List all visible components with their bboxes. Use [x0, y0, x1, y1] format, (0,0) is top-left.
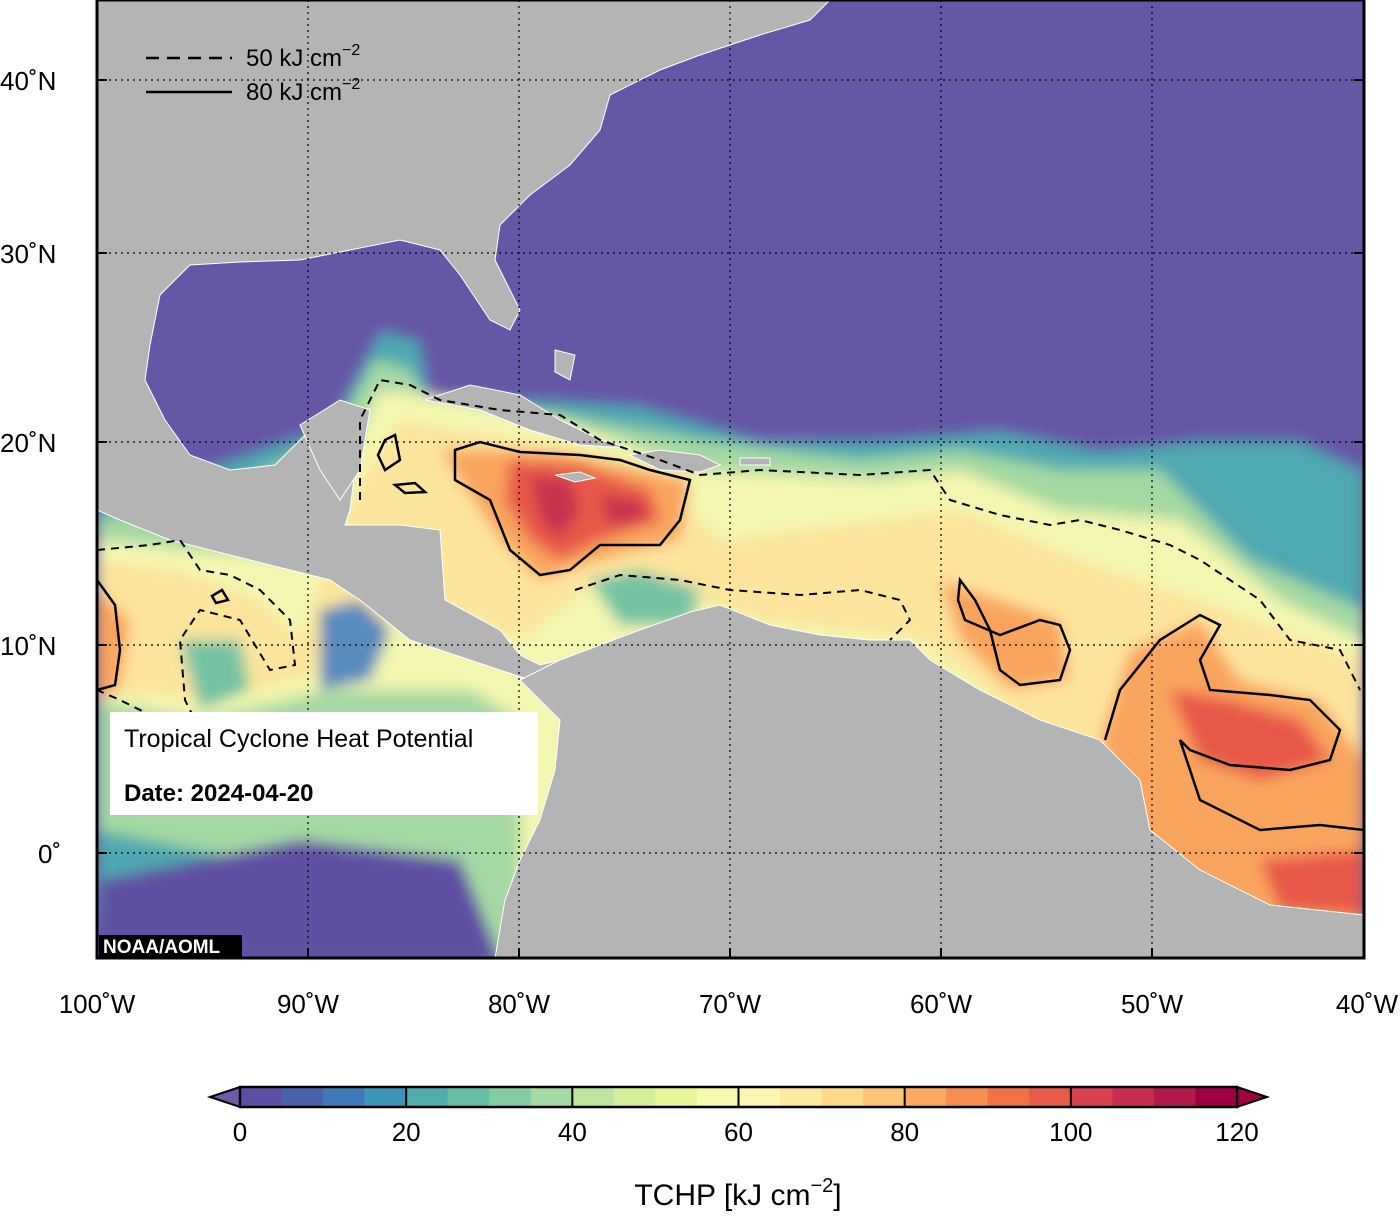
contour-50-south	[574, 573, 912, 641]
info-box-background	[110, 712, 538, 815]
info-box: Tropical Cyclone Heat Potential Date: 20…	[110, 712, 538, 815]
lon-tick-label: 40˚W	[1336, 989, 1399, 1019]
lon-tick-label: 60˚W	[910, 989, 973, 1019]
contour-80-atlantic-2	[1103, 613, 1364, 832]
info-box-title: Tropical Cyclone Heat Potential	[124, 725, 473, 753]
contour-80-caribbean	[453, 440, 692, 577]
lat-tick-label: 20˚N	[0, 428, 56, 458]
colorbar-swatch	[1112, 1087, 1155, 1107]
contour-80	[97, 433, 1364, 832]
tick-marks	[97, 79, 1364, 958]
contour-legend: 50 kJ cm−2 80 kJ cm−2	[146, 42, 360, 106]
legend-dashed-label: 50 kJ cm−2	[246, 42, 360, 72]
colorbar-tick-label: 0	[233, 1117, 247, 1147]
colorbar-swatch	[821, 1087, 864, 1107]
lat-tick-label: 40˚N	[0, 66, 56, 96]
colorbar-over-arrow	[1236, 1085, 1271, 1109]
colorbar-swatch	[240, 1087, 283, 1107]
field-pocket-cool-3	[97, 840, 500, 958]
colorbar-swatch	[281, 1087, 324, 1107]
credit-background	[99, 935, 242, 957]
contour-80-small-3	[210, 588, 230, 605]
colorbar-ticks: 0 20 40 60 80 100 120	[233, 1087, 1259, 1147]
land-jamaica	[554, 471, 597, 483]
colorbar-tick-label: 100	[1049, 1117, 1092, 1147]
lon-tick-label: 80˚W	[488, 989, 551, 1019]
field-pocket-cool-2	[180, 570, 700, 710]
colorbar-swatch	[780, 1087, 823, 1107]
land	[97, 0, 1364, 958]
lat-tick-label: 10˚N	[0, 631, 56, 661]
colorbar-swatch	[530, 1087, 573, 1107]
lat-tick-label: 30˚N	[0, 239, 56, 269]
land-south-america	[494, 604, 1364, 958]
colorbar-swatch	[447, 1087, 490, 1107]
contour-80-small-1	[376, 433, 402, 472]
contour-80-small-2	[391, 481, 429, 495]
credit-badge: NOAA/AOML	[99, 935, 242, 958]
lat-tick-labels: 40˚N 30˚N 20˚N 10˚N 0˚	[0, 66, 61, 869]
colorbar-under-arrow	[206, 1085, 241, 1109]
contour-80-atlantic-1	[956, 576, 1072, 687]
colorbar-tick-label: 120	[1215, 1117, 1258, 1147]
credit-text: NOAA/AOML	[103, 937, 221, 958]
colorbar-title: TCHP [kJ cm−2]	[634, 1175, 841, 1212]
colorbar-swatch	[613, 1087, 656, 1107]
land-puerto-rico	[739, 457, 771, 466]
colorbar-swatch	[1029, 1087, 1072, 1107]
colorbar-swatch	[364, 1087, 407, 1107]
legend-solid-label: 80 kJ cm−2	[246, 76, 360, 106]
field-band-deep-red	[530, 475, 650, 540]
colorbar: 0 20 40 60 80 100 120 TCHP [kJ cm−2]	[206, 1085, 1271, 1212]
colorbar-swatch	[1070, 1087, 1113, 1107]
colorbar-swatch	[1195, 1087, 1238, 1107]
lon-tick-labels: 100˚W 90˚W 80˚W 70˚W 60˚W 50˚W 40˚W	[59, 989, 1399, 1019]
colorbar-swatch	[572, 1087, 615, 1107]
colorbar-swatch	[1153, 1087, 1196, 1107]
colorbar-swatch	[946, 1087, 989, 1107]
land-north-america	[97, 0, 831, 681]
colorbar-swatch	[987, 1087, 1030, 1107]
land-cuba	[424, 384, 631, 449]
info-box-date: Date: 2024-04-20	[124, 780, 313, 807]
lon-tick-label: 100˚W	[59, 989, 136, 1019]
land-florida-keys	[554, 349, 576, 381]
colorbar-tick-label: 40	[558, 1117, 587, 1147]
land-hispaniola	[628, 449, 722, 473]
colorbar-swatches	[240, 1087, 1238, 1107]
colorbar-tick-label: 80	[890, 1117, 919, 1147]
colorbar-tick-label: 60	[724, 1117, 753, 1147]
colorbar-swatch	[323, 1087, 366, 1107]
lat-tick-label: 0˚	[38, 839, 61, 869]
lon-tick-label: 50˚W	[1121, 989, 1184, 1019]
map-panel	[97, 0, 1364, 958]
colorbar-swatch	[696, 1087, 739, 1107]
lon-tick-label: 70˚W	[699, 989, 762, 1019]
colorbar-swatch	[904, 1087, 947, 1107]
colorbar-swatch	[738, 1087, 781, 1107]
colorbar-swatch	[406, 1087, 449, 1107]
field-band-red	[505, 460, 1364, 915]
contour-80-west	[97, 579, 122, 692]
colorbar-swatch	[863, 1087, 906, 1107]
colorbar-tick-label: 20	[392, 1117, 421, 1147]
colorbar-swatch	[655, 1087, 698, 1107]
lon-tick-label: 90˚W	[277, 989, 340, 1019]
colorbar-swatch	[489, 1087, 532, 1107]
